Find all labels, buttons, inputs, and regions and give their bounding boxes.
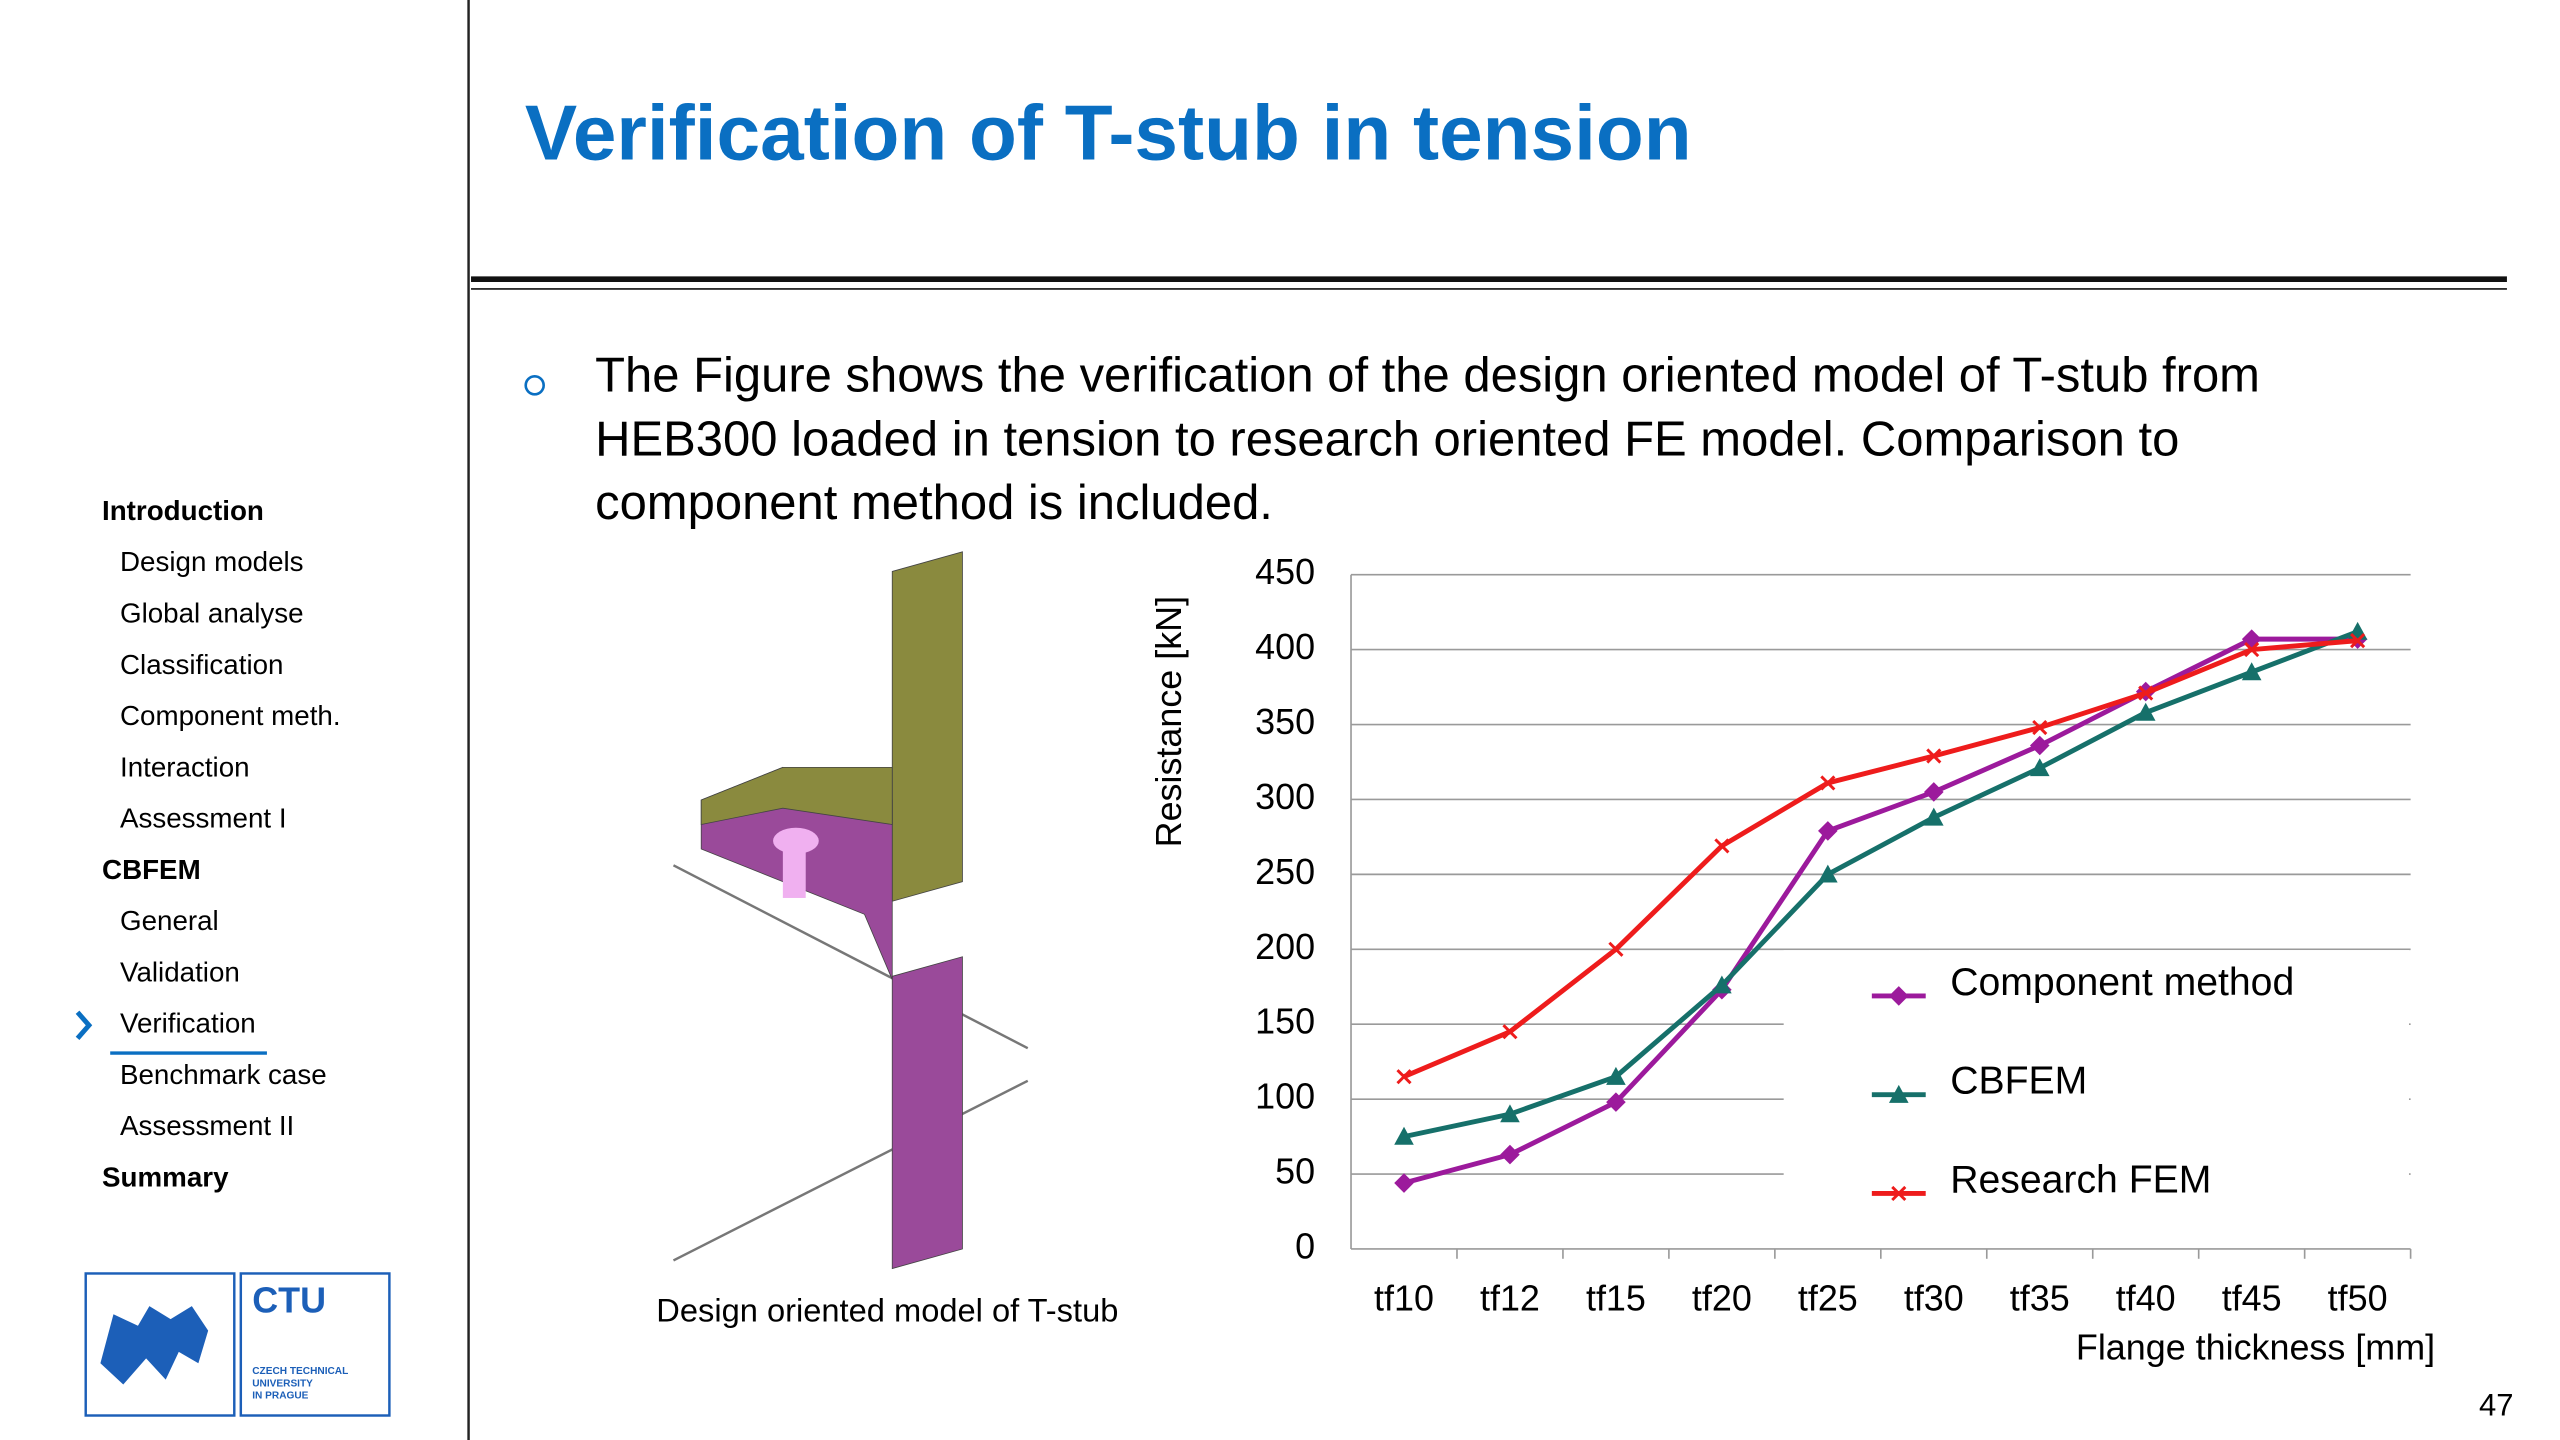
legend-label: Research FEM (1950, 1158, 2211, 1201)
marker (1888, 1084, 1909, 1103)
x-tick-label: tf30 (1904, 1278, 1964, 1319)
marker (2029, 735, 2050, 756)
logo-acronym: CTU (252, 1279, 326, 1320)
x-tick-label: tf35 (2010, 1278, 2070, 1319)
web-lower (891, 956, 963, 1270)
x-tick-label: tf50 (2328, 1278, 2388, 1319)
nav-item[interactable]: Global analyse (120, 598, 304, 629)
bullet-text: The Figure shows the verification of the… (595, 349, 2260, 530)
slide-title: Verification of T-stub in tension (525, 88, 1692, 176)
marker (1500, 1144, 1520, 1165)
x-tick-label: tf20 (1692, 1278, 1752, 1319)
y-tick-label: 0 (1295, 1225, 1315, 1266)
bullet-line: HEB300 loaded in tension to research ori… (595, 412, 2179, 466)
y-tick-label: 350 (1255, 701, 1315, 742)
t-stub-model (672, 551, 1029, 1270)
bullet-line: The Figure shows the verification of the… (595, 349, 2260, 403)
marker (2029, 758, 2050, 777)
bullet-line: component method is included. (595, 476, 1273, 530)
marker (1923, 782, 1944, 802)
bolt (782, 845, 806, 898)
y-tick-label: 300 (1255, 776, 1315, 817)
x-tick-label: tf10 (1374, 1278, 1434, 1319)
marker (1396, 1069, 1412, 1085)
marker (2138, 685, 2154, 701)
x-tick-label: tf25 (1798, 1278, 1858, 1319)
nav-item[interactable]: Introduction (102, 495, 264, 526)
y-axis-label: Resistance [kN] (1148, 596, 1189, 847)
legend-box (1928, 950, 2409, 1032)
nav-item[interactable]: Assessment I (120, 803, 287, 834)
marker (1818, 821, 1838, 841)
y-tick-label: 50 (1275, 1151, 1315, 1192)
navigation: Introduction Design models Global analyse C… (75, 495, 341, 1192)
marker (2032, 719, 2048, 736)
marker (1923, 807, 1944, 826)
marker (1820, 775, 1836, 791)
bullet (524, 375, 545, 396)
figure-caption: Design oriented model of T-stub (656, 1291, 1118, 1328)
nav-item[interactable]: General (120, 905, 219, 936)
y-tick-label: 200 (1255, 926, 1315, 967)
plane-edge (672, 864, 1029, 1050)
web-upper (891, 551, 963, 902)
marker (1608, 941, 1624, 957)
marker (1714, 838, 1730, 854)
marker (1394, 1173, 1414, 1193)
x-tick-label: tf45 (2222, 1278, 2282, 1319)
logo-line: IN PRAGUE (252, 1391, 308, 1402)
marker (1502, 1024, 1518, 1040)
x-tick-label: tf15 (1586, 1278, 1646, 1319)
logo-line: UNIVERSITY (252, 1378, 313, 1389)
marker (2135, 702, 2156, 721)
x-tick-label: tf12 (1480, 1278, 1540, 1319)
nav-item[interactable]: Assessment II (120, 1110, 294, 1141)
series-line (1403, 629, 2359, 1139)
legend-label: Component method (1950, 961, 2294, 1004)
logo-text-box (239, 1272, 391, 1417)
marker (1888, 986, 1909, 1006)
marker (1500, 1104, 1520, 1123)
y-tick-label: 450 (1255, 551, 1315, 592)
marker (1712, 975, 1732, 994)
y-tick-label: 250 (1255, 851, 1315, 892)
nav-item[interactable]: CBFEM (102, 854, 201, 885)
marker (1394, 1126, 1414, 1145)
x-tick-label: tf40 (2116, 1278, 2176, 1319)
series-line (1403, 638, 2358, 1079)
marker (1926, 748, 1942, 764)
chart: 0 50 100 150 200 250 300 350 400 450 tf10 tf12 tf15 t… (1148, 551, 2435, 1368)
marker (2350, 633, 2366, 649)
legend-label: CBFEM (1950, 1060, 2087, 1103)
marker (1818, 864, 1838, 883)
marker (2241, 629, 2262, 649)
nav-item[interactable]: Design models (120, 546, 304, 577)
plane-edge (672, 1079, 1029, 1262)
flange-top (700, 766, 893, 825)
active-indicator (75, 1010, 93, 1040)
nav-item[interactable]: Benchmark case (120, 1059, 327, 1090)
nav-item[interactable]: Interaction (120, 751, 250, 782)
series-line (1403, 636, 2358, 1186)
logo-emblem (100, 1306, 209, 1385)
nav-item[interactable]: Summary (102, 1161, 229, 1192)
nav-item[interactable]: Verification (120, 1008, 256, 1039)
marker (2347, 621, 2368, 640)
nav-item[interactable]: Component meth. (120, 700, 341, 731)
marker (2241, 662, 2262, 681)
y-tick-label: 100 (1255, 1076, 1315, 1117)
marker (2244, 642, 2260, 658)
y-tick-label: 150 (1255, 1001, 1315, 1042)
y-tick-label: 400 (1255, 626, 1315, 667)
marker (1606, 1066, 1626, 1085)
marker (1891, 1185, 1907, 1202)
x-axis-label: Flange thickness [mm] (2076, 1327, 2435, 1368)
nav-item[interactable]: Classification (120, 649, 283, 680)
logo-line: CZECH TECHNICAL (252, 1366, 348, 1377)
nav-item[interactable]: Validation (120, 956, 240, 987)
page-number: 47 (2479, 1388, 2514, 1423)
